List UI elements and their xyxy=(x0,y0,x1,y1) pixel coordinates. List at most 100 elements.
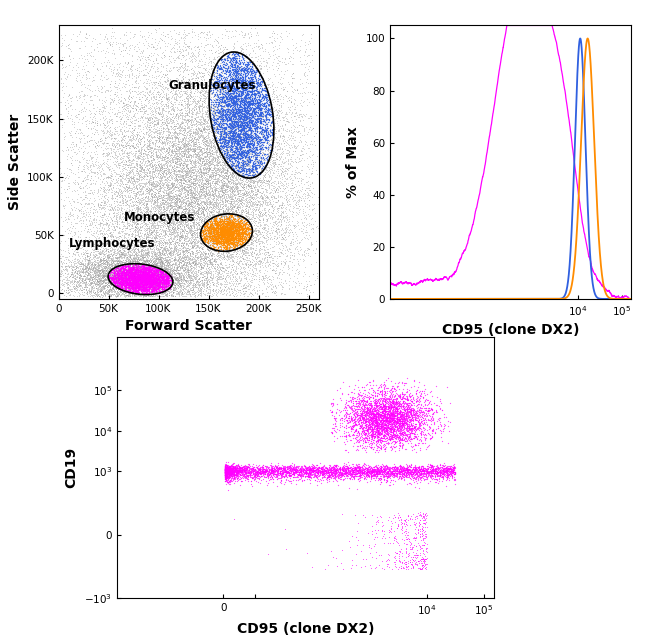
Point xyxy=(228,241,239,251)
Point xyxy=(224,212,234,222)
Point xyxy=(372,414,382,424)
Point xyxy=(243,64,254,74)
Point xyxy=(109,272,120,282)
Point xyxy=(198,186,209,196)
Point xyxy=(282,124,293,134)
Point xyxy=(324,469,334,479)
Point xyxy=(406,404,416,415)
Point xyxy=(181,275,191,285)
Point xyxy=(151,122,162,132)
Point xyxy=(237,76,247,86)
Point xyxy=(371,400,382,410)
Point xyxy=(209,225,219,235)
Point xyxy=(370,469,380,480)
Point xyxy=(112,276,122,286)
Point xyxy=(159,218,170,228)
Point xyxy=(240,263,251,273)
Point xyxy=(241,252,252,262)
Point xyxy=(235,240,246,251)
Point xyxy=(366,410,376,420)
Point xyxy=(394,431,404,441)
Point xyxy=(146,214,157,225)
Point xyxy=(156,278,166,288)
Point xyxy=(163,261,174,271)
Point xyxy=(222,235,233,245)
Point xyxy=(240,76,250,86)
Point xyxy=(220,195,231,205)
Point xyxy=(224,461,234,471)
Point xyxy=(356,466,366,476)
Point xyxy=(236,266,246,277)
Point xyxy=(101,286,112,296)
Point xyxy=(374,465,385,475)
Point xyxy=(257,165,268,176)
Point xyxy=(386,401,396,411)
Point xyxy=(132,130,142,140)
Point xyxy=(373,423,384,433)
Point xyxy=(194,92,204,102)
Point xyxy=(199,254,209,265)
Point xyxy=(365,476,375,487)
Point xyxy=(170,245,181,255)
Point xyxy=(178,262,188,272)
Point xyxy=(153,277,163,287)
Point xyxy=(406,471,417,481)
Point xyxy=(172,272,182,282)
Point xyxy=(216,254,227,265)
Point xyxy=(159,83,169,93)
Point xyxy=(154,188,164,198)
Point xyxy=(65,221,75,232)
Point xyxy=(156,272,166,282)
Point xyxy=(216,84,227,94)
Point xyxy=(164,66,175,76)
Point xyxy=(156,164,166,174)
Point xyxy=(90,266,100,277)
Point xyxy=(207,221,218,232)
Point xyxy=(213,172,223,183)
Point xyxy=(216,109,226,119)
Point xyxy=(188,191,198,201)
Point xyxy=(227,200,237,210)
Point xyxy=(225,91,235,101)
Point xyxy=(229,66,240,76)
Point xyxy=(211,270,222,280)
Point xyxy=(372,462,383,473)
Point xyxy=(142,168,152,178)
Point xyxy=(413,524,424,534)
Point xyxy=(248,268,258,279)
Point xyxy=(153,284,164,294)
Point xyxy=(367,431,378,441)
Point xyxy=(149,282,159,293)
Point xyxy=(275,463,285,473)
Point xyxy=(121,273,131,284)
Point xyxy=(187,287,198,298)
Point xyxy=(168,268,179,279)
Point xyxy=(380,398,390,408)
Point xyxy=(242,62,252,72)
Point xyxy=(385,413,395,424)
Point xyxy=(131,165,141,176)
Point xyxy=(89,75,99,85)
Point xyxy=(170,238,180,248)
Point xyxy=(147,107,157,118)
Point xyxy=(222,476,232,487)
Point xyxy=(344,462,355,473)
Point xyxy=(122,62,132,72)
Point xyxy=(229,183,240,193)
Point xyxy=(280,460,291,471)
Point xyxy=(170,189,181,199)
Point xyxy=(187,190,198,200)
Point xyxy=(356,470,367,480)
Point xyxy=(218,63,229,73)
Point xyxy=(205,242,216,252)
Point xyxy=(155,272,166,282)
Point xyxy=(153,201,164,211)
Point xyxy=(237,230,248,240)
Point xyxy=(261,109,272,119)
Point xyxy=(202,204,213,214)
Point xyxy=(138,270,149,280)
Point xyxy=(368,467,378,478)
Point xyxy=(194,261,205,272)
Point xyxy=(208,82,218,92)
Point xyxy=(242,208,252,218)
